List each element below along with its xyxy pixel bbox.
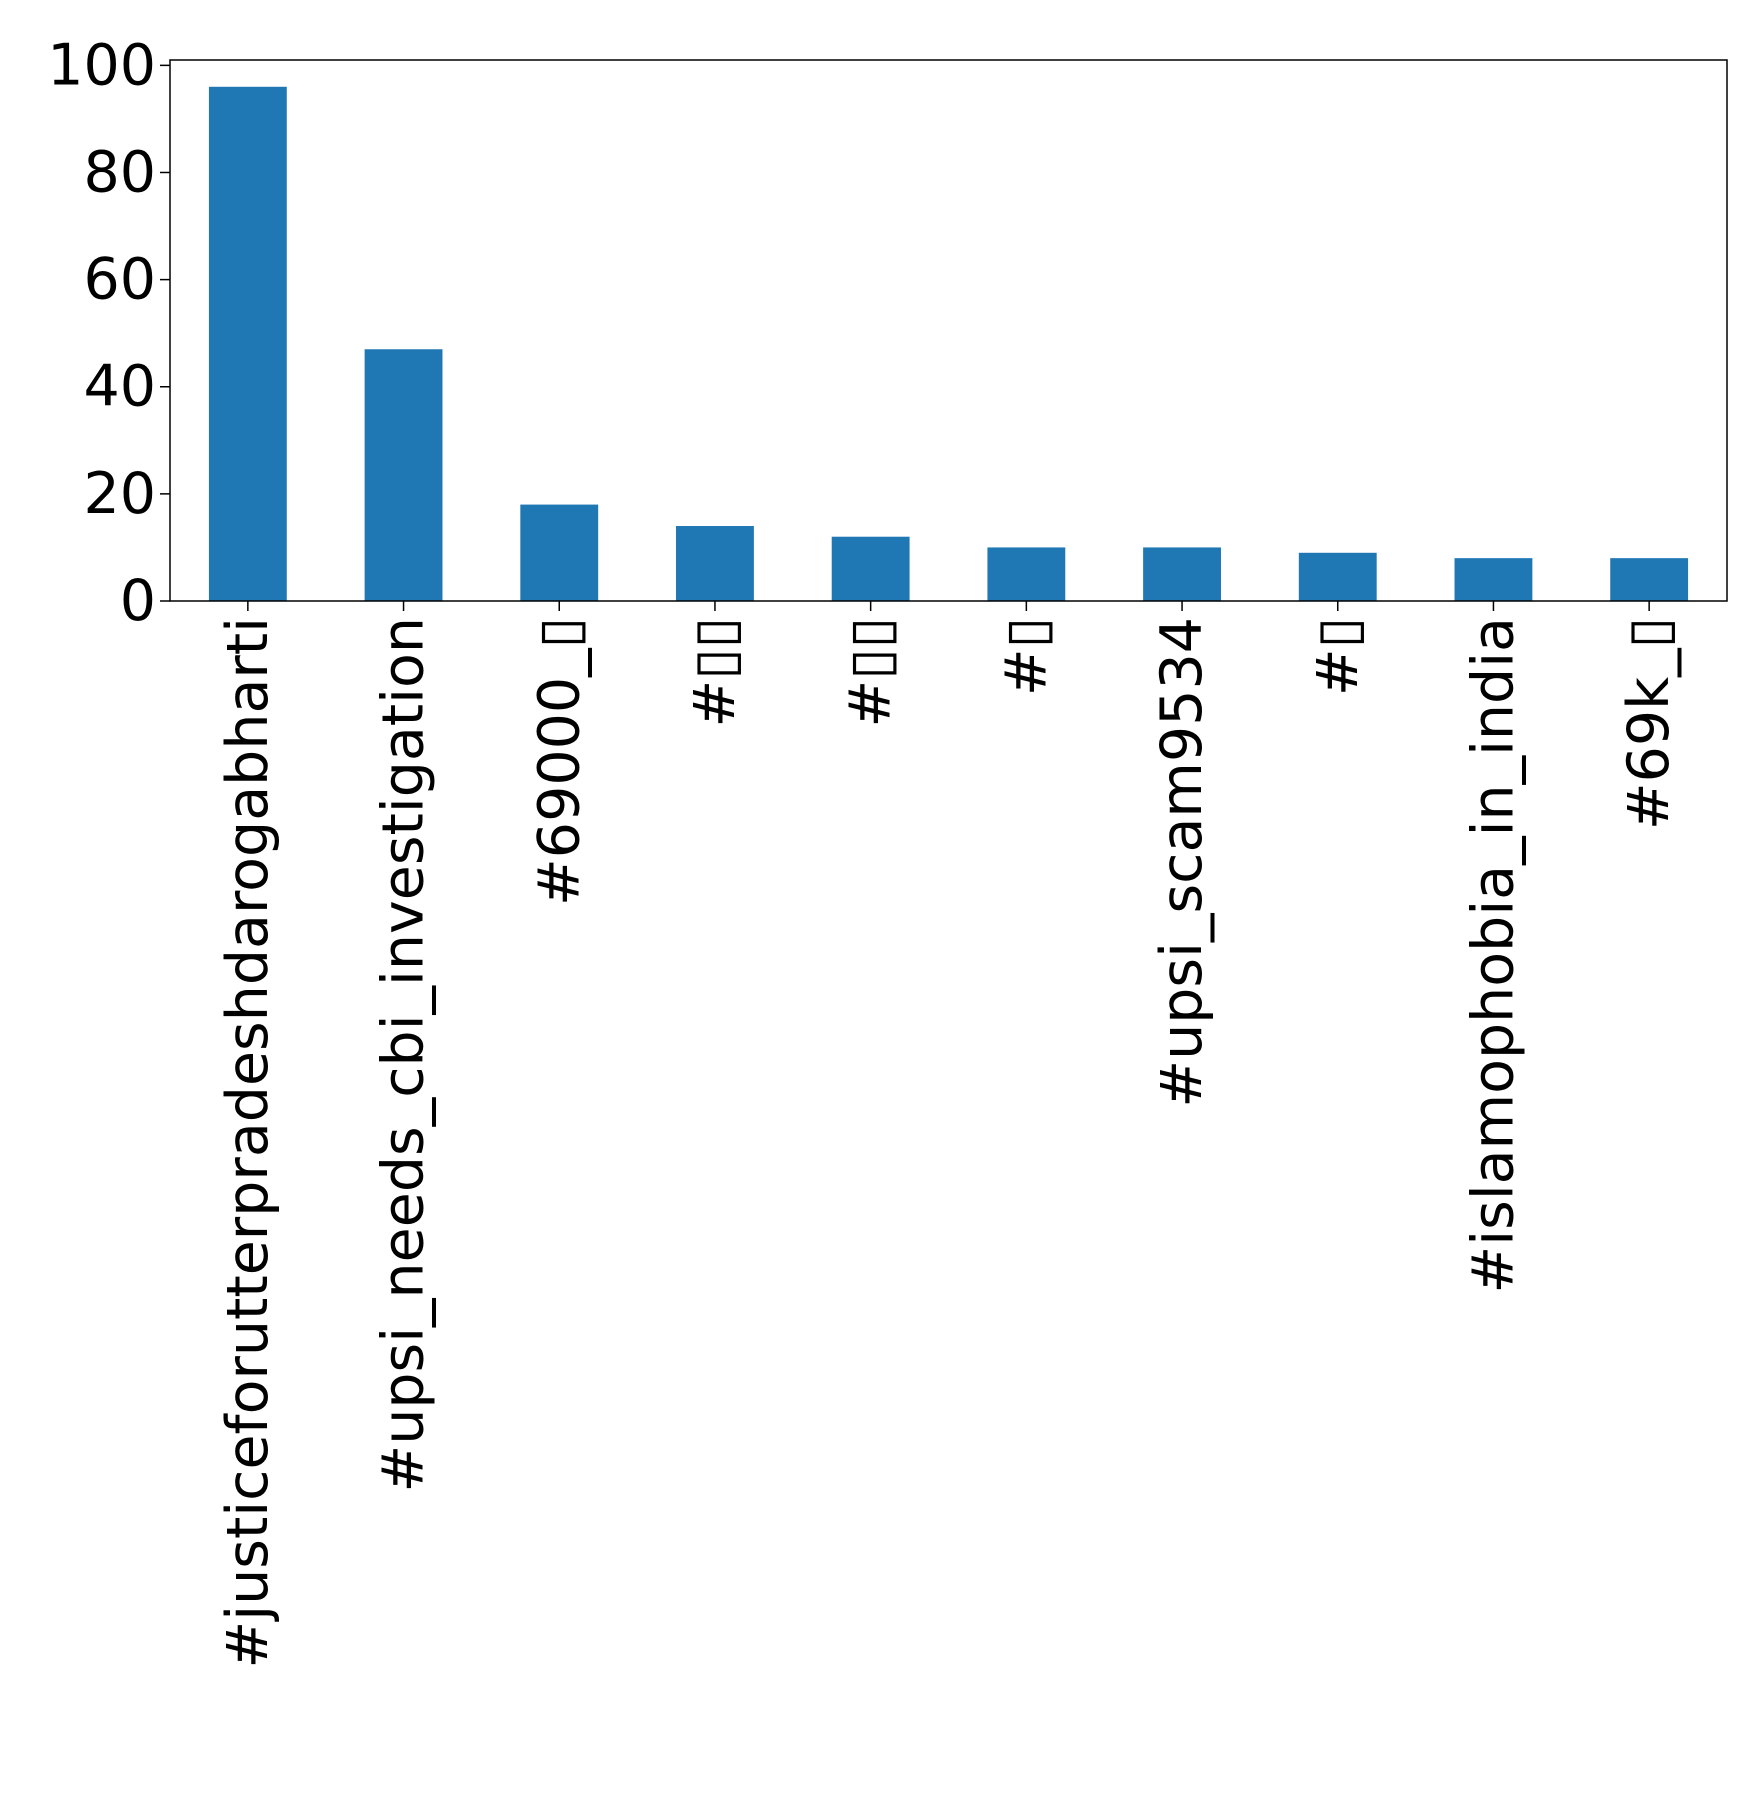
- x-tick-label: #upsi_scam9534: [1149, 617, 1215, 1108]
- y-tick-label: 100: [47, 32, 156, 98]
- x-tick-label: #islamophobia_in_india: [1460, 617, 1526, 1293]
- bar: [364, 349, 443, 601]
- bar: [987, 547, 1066, 601]
- bars-group: [208, 86, 1689, 602]
- bar: [1143, 547, 1221, 601]
- y-tick-label: 40: [83, 354, 156, 420]
- y-tick-label: 0: [120, 568, 156, 634]
- plot-frame: [169, 59, 1728, 602]
- bar: [1298, 552, 1377, 601]
- x-axis-ticks: #justiceforutterpradeshdarogabharti #upsi…: [215, 601, 1682, 1668]
- x-tick-label: #69000_▯: [526, 617, 592, 906]
- y-tick-label: 80: [83, 139, 156, 205]
- bar: [1610, 558, 1689, 601]
- bar: [1454, 558, 1533, 601]
- bar: [676, 526, 754, 601]
- bar: [208, 86, 287, 602]
- x-tick-label: #▯▯: [838, 617, 904, 728]
- bar: [831, 536, 910, 601]
- x-tick-label: #▯: [1305, 617, 1371, 696]
- x-tick-label: #▯: [993, 617, 1059, 696]
- y-tick-label: 60: [83, 247, 156, 313]
- x-tick-label: #justiceforutterpradeshdarogabharti: [215, 617, 281, 1668]
- y-axis-ticks: 0 20 40 60 80 100: [47, 32, 170, 634]
- bar: [520, 504, 599, 601]
- x-tick-label: #69k_▯: [1616, 617, 1682, 830]
- x-tick-label: #▯▯: [682, 617, 748, 728]
- y-tick-label: 20: [83, 461, 156, 527]
- x-tick-label: #upsi_needs_cbi_investigation: [371, 617, 437, 1493]
